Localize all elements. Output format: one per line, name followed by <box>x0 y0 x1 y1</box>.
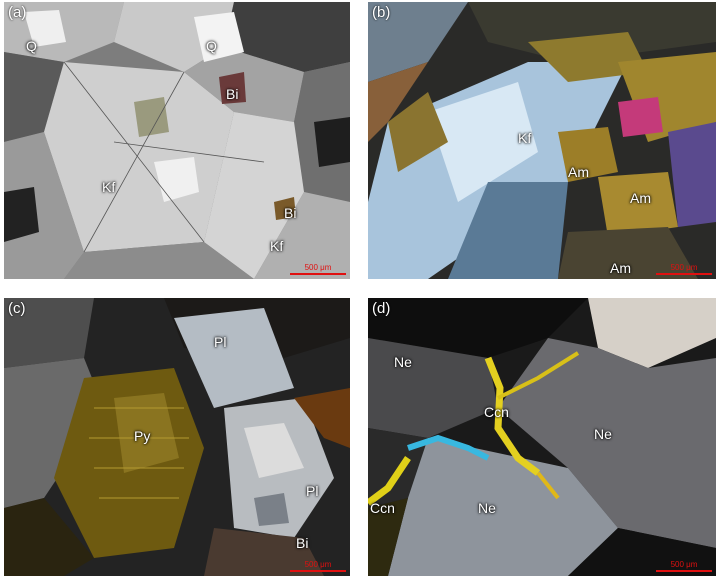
mineral-label-py: Py <box>134 428 151 444</box>
mineral-label-am: Am <box>568 164 589 180</box>
mineral-label-kf: Kf <box>518 130 532 146</box>
mineral-label-ccn: Ccn <box>484 404 509 420</box>
panel-c: (c) Pl Py Pl Bi 500 μm <box>4 298 350 576</box>
scale-bar-label: 500 μm <box>670 560 698 569</box>
scale-bar-d: 500 μm <box>656 560 712 572</box>
mineral-label-pl: Pl <box>306 483 319 499</box>
panel-a-label: (a) <box>8 4 27 21</box>
scale-bar-line <box>290 570 346 572</box>
mineral-label-q: Q <box>26 38 37 54</box>
panel-d-label: (d) <box>372 300 391 317</box>
mineral-label-ccn: Ccn <box>370 500 395 516</box>
micrograph-c <box>4 298 350 576</box>
micrograph-d <box>368 298 716 576</box>
panel-c-label: (c) <box>8 300 26 317</box>
scale-bar-label: 500 μm <box>304 560 332 569</box>
scale-bar-a: 500 μm <box>290 263 346 275</box>
scale-bar-label: 500 μm <box>670 263 698 272</box>
mineral-label-ne: Ne <box>478 500 496 516</box>
mineral-label-am: Am <box>610 260 631 276</box>
scale-bar-line <box>656 570 712 572</box>
mineral-label-bi: Bi <box>284 205 297 221</box>
mineral-label-pl: Pl <box>214 334 227 350</box>
panel-b-label: (b) <box>372 4 391 21</box>
scale-bar-line <box>290 273 346 275</box>
mineral-label-ne: Ne <box>394 354 412 370</box>
mineral-label-am: Am <box>630 190 651 206</box>
scale-bar-c: 500 μm <box>290 560 346 572</box>
panel-b: (b) Kf Am Am Am 500 μm <box>368 2 716 279</box>
micrograph-a <box>4 2 350 279</box>
scale-bar-line <box>656 273 712 275</box>
mineral-label-kf: Kf <box>270 238 284 254</box>
mineral-label-q: Q <box>206 38 217 54</box>
mineral-label-ne: Ne <box>594 426 612 442</box>
panel-d: (d) Ne Ccn Ne Ccn Ne 500 μm <box>368 298 716 576</box>
micrograph-b <box>368 2 716 279</box>
scale-bar-label: 500 μm <box>304 263 332 272</box>
panel-a: (a) Q Q Bi Kf Bi Kf 500 μm <box>4 2 350 279</box>
scale-bar-b: 500 μm <box>656 263 712 275</box>
mineral-label-bi: Bi <box>296 535 309 551</box>
mineral-label-bi: Bi <box>226 86 239 102</box>
mineral-label-kf: Kf <box>102 179 116 195</box>
